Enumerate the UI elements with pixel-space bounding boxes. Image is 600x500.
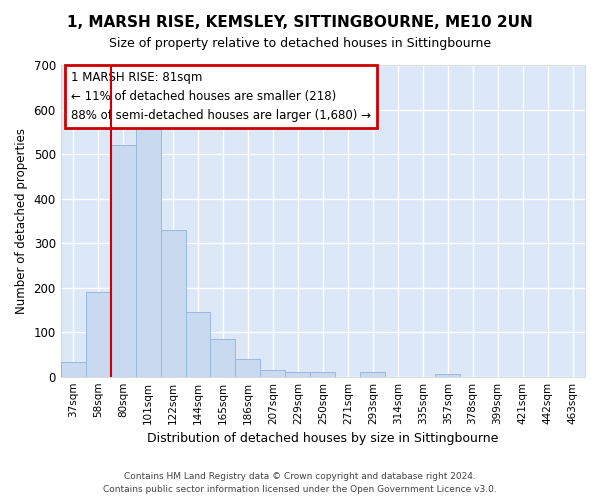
Text: Size of property relative to detached houses in Sittingbourne: Size of property relative to detached ho… [109,38,491,51]
Bar [310,372,335,376]
Bar [286,372,310,376]
Bar [185,312,211,376]
Bar [161,230,185,376]
Bar [86,292,110,376]
Bar [211,339,235,376]
Bar [260,370,286,376]
Bar [110,145,136,376]
Text: 1, MARSH RISE, KEMSLEY, SITTINGBOURNE, ME10 2UN: 1, MARSH RISE, KEMSLEY, SITTINGBOURNE, M… [67,15,533,30]
Text: Contains HM Land Registry data © Crown copyright and database right 2024.
Contai: Contains HM Land Registry data © Crown c… [103,472,497,494]
Text: 1 MARSH RISE: 81sqm
← 11% of detached houses are smaller (218)
88% of semi-detac: 1 MARSH RISE: 81sqm ← 11% of detached ho… [71,71,371,122]
Bar [136,128,161,376]
X-axis label: Distribution of detached houses by size in Sittingbourne: Distribution of detached houses by size … [147,432,499,445]
Y-axis label: Number of detached properties: Number of detached properties [15,128,28,314]
Bar [360,372,385,376]
Bar [61,362,86,376]
Bar [235,359,260,376]
Bar [435,374,460,376]
